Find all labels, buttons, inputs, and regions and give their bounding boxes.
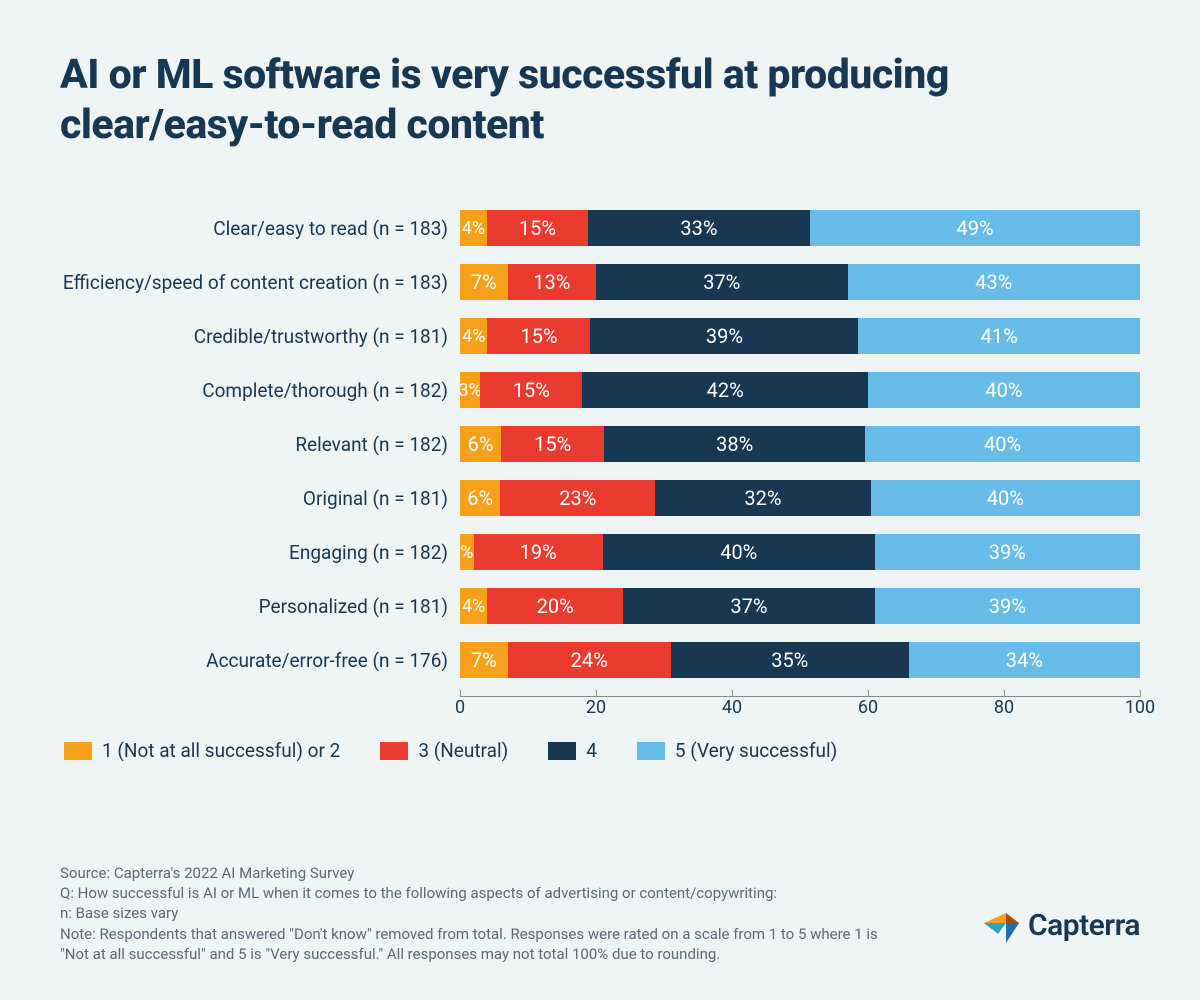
bar-segment-s5: 39% [875, 588, 1140, 624]
bar-segment-s3: 15% [487, 210, 588, 246]
bar-segment-s3: 13% [508, 264, 596, 300]
legend-swatch [380, 742, 408, 760]
footer-note: Note: Respondents that answered "Don't k… [60, 924, 880, 965]
bar-segment-s5: 39% [875, 534, 1140, 570]
bar-segment-s5: 43% [848, 264, 1140, 300]
chart-bar: 6%23%32%40% [460, 480, 1140, 516]
bar-segment-s3: 15% [480, 372, 582, 408]
chart-row: Efficiency/speed of content creation (n … [60, 264, 1140, 300]
bar-segment-s4: 39% [590, 318, 858, 354]
bar-segment-s3: 15% [487, 318, 590, 354]
chart-bar: 6%15%38%40% [460, 426, 1140, 462]
legend-item: 1 (Not at all successful) or 2 [64, 739, 340, 762]
bar-segment-s4: 40% [603, 534, 875, 570]
legend-label: 4 [586, 739, 597, 762]
legend-item: 4 [548, 739, 597, 762]
bar-segment-s1: 6% [460, 480, 500, 516]
bar-segment-s1: 6% [460, 426, 501, 462]
legend-swatch [637, 742, 665, 760]
bar-segment-s5: 34% [909, 642, 1140, 678]
chart-bar: 7%24%35%34% [460, 642, 1140, 678]
chart-row-label: Complete/thorough (n = 182) [60, 379, 460, 402]
x-axis: 020406080100 [60, 696, 1140, 725]
chart-row-label: Engaging (n = 182) [60, 541, 460, 564]
bar-segment-s3: 20% [487, 588, 623, 624]
chart-row: Complete/thorough (n = 182)3%15%42%40% [60, 372, 1140, 408]
bar-segment-s3: 15% [501, 426, 604, 462]
chart-row-label: Efficiency/speed of content creation (n … [60, 271, 460, 294]
bar-segment-s3: 23% [500, 480, 655, 516]
chart-row: Engaging (n = 182)%19%40%39% [60, 534, 1140, 570]
chart-row-label: Credible/trustworthy (n = 181) [60, 325, 460, 348]
bar-segment-s1: % [460, 534, 474, 570]
legend-swatch [64, 742, 92, 760]
footer-base: n: Base sizes vary [60, 903, 1140, 923]
chart-row-label: Original (n = 181) [60, 487, 460, 510]
x-tick: 80 [994, 697, 1014, 718]
bar-segment-s4: 32% [655, 480, 870, 516]
bar-segment-s3: 24% [508, 642, 671, 678]
chart-row: Original (n = 181)6%23%32%40% [60, 480, 1140, 516]
chart-legend: 1 (Not at all successful) or 2 3 (Neutral… [60, 739, 1140, 762]
chart-bar: 3%15%42%40% [460, 372, 1140, 408]
x-tick: 100 [1125, 697, 1155, 718]
page-title: AI or ML software is very successful at … [60, 50, 1140, 150]
chart-row: Personalized (n = 181)4%20%37%39% [60, 588, 1140, 624]
bar-segment-s5: 49% [810, 210, 1140, 246]
bar-segment-s1: 7% [460, 642, 508, 678]
bar-segment-s3: 19% [474, 534, 603, 570]
legend-label: 3 (Neutral) [418, 739, 508, 762]
x-tick: 40 [722, 697, 742, 718]
chart-row-label: Relevant (n = 182) [60, 433, 460, 456]
stacked-bar-chart: Clear/easy to read (n = 183)4%15%33%49%E… [60, 210, 1140, 762]
legend-swatch [548, 742, 576, 760]
bar-segment-s4: 33% [588, 210, 810, 246]
footer-source: Source: Capterra's 2022 AI Marketing Sur… [60, 863, 1140, 883]
bar-segment-s1: 3% [460, 372, 480, 408]
bar-segment-s4: 38% [604, 426, 865, 462]
brand-logo: Capterra [984, 906, 1140, 947]
chart-row: Credible/trustworthy (n = 181)4%15%39%41… [60, 318, 1140, 354]
chart-bar: 4%20%37%39% [460, 588, 1140, 624]
x-tick: 60 [858, 697, 878, 718]
brand-name: Capterra [1028, 906, 1140, 947]
x-tick: 20 [586, 697, 606, 718]
bar-segment-s1: 4% [460, 588, 487, 624]
bar-segment-s4: 35% [671, 642, 909, 678]
x-tick: 0 [455, 697, 465, 718]
bar-segment-s1: 4% [460, 210, 487, 246]
bar-segment-s4: 37% [623, 588, 875, 624]
chart-row: Clear/easy to read (n = 183)4%15%33%49% [60, 210, 1140, 246]
legend-label: 5 (Very successful) [675, 739, 837, 762]
chart-row-label: Personalized (n = 181) [60, 595, 460, 618]
bar-segment-s5: 41% [858, 318, 1140, 354]
legend-item: 5 (Very successful) [637, 739, 837, 762]
chart-bar: 4%15%39%41% [460, 318, 1140, 354]
capterra-arrow-icon [984, 909, 1020, 943]
chart-bar: 7%13%37%43% [460, 264, 1140, 300]
bar-segment-s1: 7% [460, 264, 508, 300]
chart-row: Accurate/error-free (n = 176)7%24%35%34% [60, 642, 1140, 678]
chart-bar: 4%15%33%49% [460, 210, 1140, 246]
bar-segment-s5: 40% [868, 372, 1140, 408]
legend-label: 1 (Not at all successful) or 2 [102, 739, 340, 762]
footer-question: Q: How successful is AI or ML when it co… [60, 883, 1140, 903]
bar-segment-s5: 40% [865, 426, 1140, 462]
chart-row-label: Accurate/error-free (n = 176) [60, 649, 460, 672]
bar-segment-s1: 4% [460, 318, 487, 354]
chart-row-label: Clear/easy to read (n = 183) [60, 217, 460, 240]
bar-segment-s4: 37% [596, 264, 848, 300]
chart-bar: %19%40%39% [460, 534, 1140, 570]
bar-segment-s5: 40% [871, 480, 1140, 516]
footer-notes: Source: Capterra's 2022 AI Marketing Sur… [60, 863, 1140, 964]
bar-segment-s4: 42% [582, 372, 868, 408]
chart-row: Relevant (n = 182)6%15%38%40% [60, 426, 1140, 462]
legend-item: 3 (Neutral) [380, 739, 508, 762]
